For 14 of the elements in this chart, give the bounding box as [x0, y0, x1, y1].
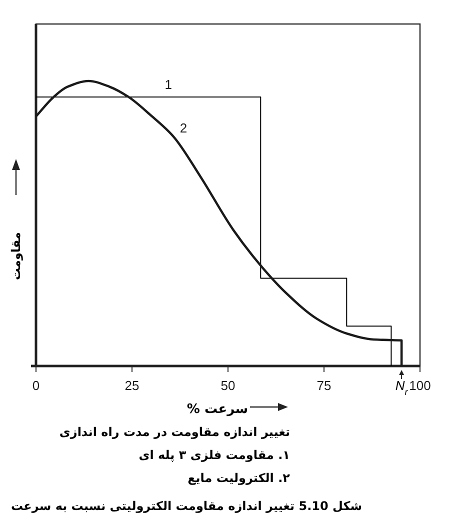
series-label: 2 [180, 120, 188, 136]
text: ۲. الکترولیت مایع [188, 471, 291, 485]
text: ۱. مقاومت فلزی ۳ پله ای [138, 448, 290, 462]
series-label: 1 [164, 76, 172, 92]
x-tick-label: N$_{r}$ [395, 378, 409, 397]
y-axis-title: مقاومت [9, 232, 23, 280]
x-tick-label: 100 [409, 378, 431, 393]
x-axis-title: سرعت % [186, 402, 248, 417]
x-tick-label: 0 [32, 378, 40, 393]
x-tick-label: 75 [316, 378, 332, 393]
x-tick-label: 50 [220, 378, 236, 393]
text: شکل 5.10 تغییر اندازه مقاومت الکترولیتی نسبت به سرعت [10, 499, 362, 513]
x-tick-label: 25 [124, 378, 140, 393]
text: تغییر اندازه مقاومت در مدت راه اندازی [59, 425, 290, 439]
